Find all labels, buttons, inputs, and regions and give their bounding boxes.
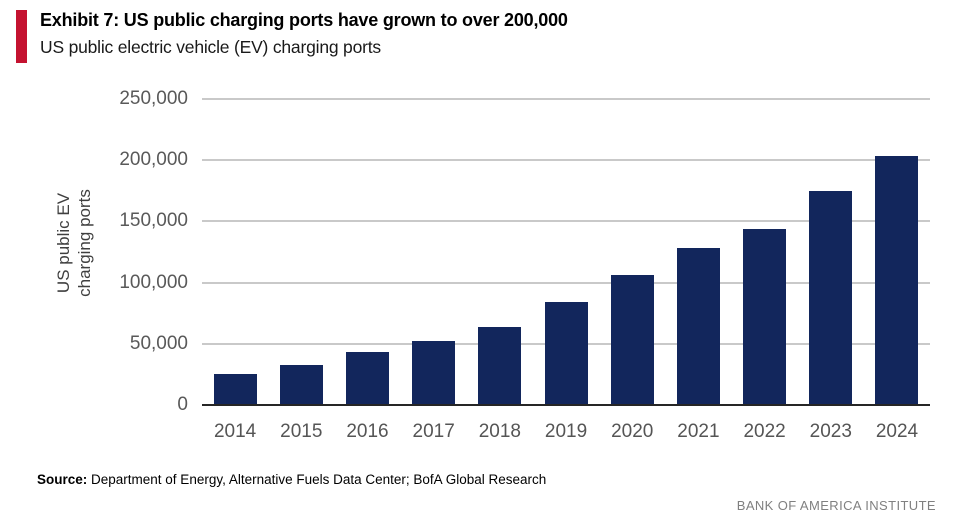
x-tick-label: 2020 (611, 421, 654, 442)
plot-area (202, 98, 930, 406)
bar-2015 (279, 364, 323, 405)
exhibit-title: Exhibit 7: US public charging ports have… (40, 10, 568, 30)
bar-2023 (809, 190, 853, 405)
bar-2024 (875, 155, 919, 405)
exhibit-subtitle: US public electric vehicle (EV) charging… (40, 37, 381, 57)
y-tick-label: 50,000 (129, 332, 188, 354)
x-tick-label: 2016 (346, 421, 389, 442)
bar-series (202, 99, 930, 405)
bar-slot (732, 99, 798, 405)
bar-2014 (213, 374, 257, 405)
brand-mark: BANK OF AMERICA INSTITUTE (736, 498, 936, 513)
y-axis-tick-labels: 0 50,000 100,000 150,000 200,000 250,000 (0, 88, 188, 415)
x-tick-label: 2021 (677, 421, 720, 442)
x-tick-label: 2022 (743, 421, 786, 442)
bar-2019 (544, 302, 588, 405)
bar-slot (334, 99, 400, 405)
x-tick-label: 2017 (412, 421, 455, 442)
x-axis-line (202, 404, 930, 406)
gridline (202, 98, 930, 100)
bar-2017 (412, 340, 456, 405)
x-tick-label: 2014 (213, 421, 257, 442)
bar-slot (864, 99, 930, 405)
bar-slot (202, 99, 268, 405)
x-tick-label: 2024 (875, 421, 919, 442)
bar-2018 (478, 327, 522, 405)
bar-slot (401, 99, 467, 405)
bar-2022 (743, 229, 787, 405)
bar-slot (467, 99, 533, 405)
bar-slot (798, 99, 864, 405)
bar-slot (599, 99, 665, 405)
x-tick-label: 2015 (280, 421, 323, 442)
bar-2016 (345, 351, 389, 405)
x-tick-label: 2023 (809, 421, 852, 442)
x-axis-tick-labels: 2014 2015 2016 2017 2018 2019 2020 2021 2022 2023… (202, 421, 930, 443)
y-tick-label: 150,000 (119, 210, 188, 232)
y-tick-label: 0 (177, 394, 188, 415)
bar-slot (665, 99, 731, 405)
source-label: Source: (37, 472, 88, 487)
y-tick-label: 100,000 (119, 271, 188, 293)
bar-2020 (610, 274, 654, 405)
gridline (202, 281, 930, 284)
source-note: Source: Department of Energy, Alternativ… (37, 472, 546, 487)
source-text: Department of Energy, Alternative Fuels … (87, 472, 547, 487)
gridline (202, 220, 930, 223)
y-tick-label: 200,000 (119, 149, 188, 171)
bar-slot (268, 99, 334, 405)
y-tick-label: 250,000 (119, 88, 188, 109)
x-tick-label: 2018 (478, 421, 521, 442)
bar-slot (533, 99, 599, 405)
bar-2021 (676, 247, 720, 405)
gridline (202, 159, 930, 162)
exhibit-accent-bar (16, 10, 27, 63)
x-tick-label: 2019 (544, 421, 588, 442)
